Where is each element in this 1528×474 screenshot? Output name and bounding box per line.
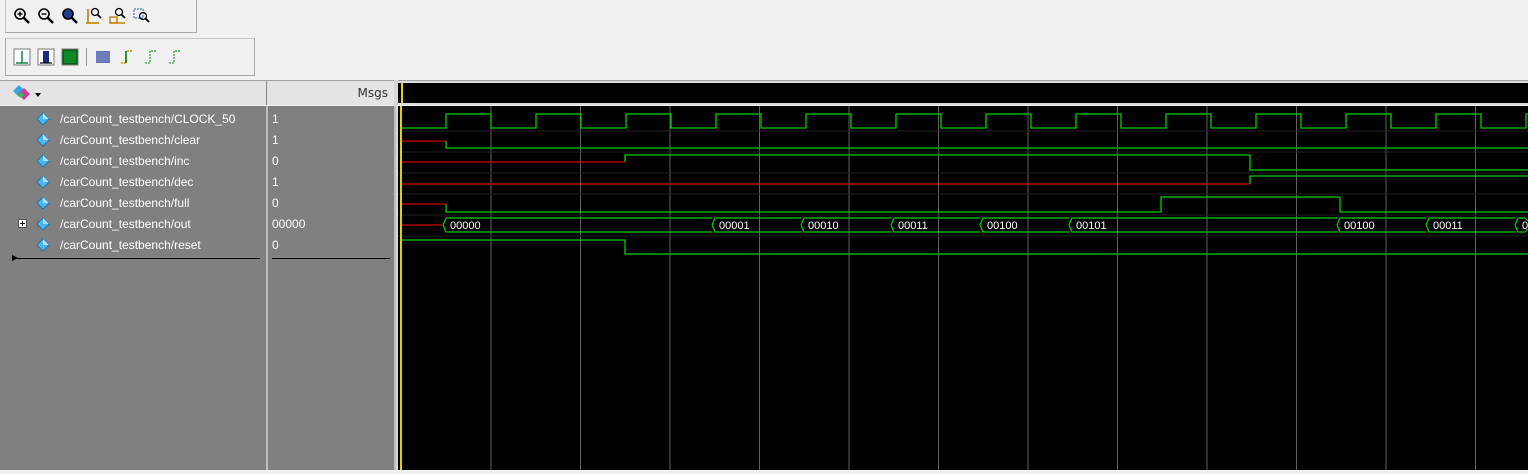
- signal-diamond-icon: [36, 238, 50, 252]
- wave-line-icon[interactable]: [12, 47, 32, 67]
- zoom-toolbar: [5, 0, 197, 33]
- wave-header: Msgs: [0, 80, 1528, 105]
- signal-diamond-icon: [36, 133, 50, 147]
- row-separator: [14, 258, 260, 259]
- bus-value-label: 00001: [719, 220, 750, 232]
- bus-value-label: 00101: [1076, 220, 1107, 232]
- zoom-full-icon[interactable]: [60, 6, 80, 26]
- waveform-canvas[interactable]: 00000 00001 00010 00011 00100 00101 00100 00011…: [398, 106, 1528, 470]
- signal-value: 0: [272, 154, 279, 168]
- zoom-range-icon[interactable]: [108, 6, 128, 26]
- dec-waveform: [1249, 175, 1528, 184]
- inc-waveform: [624, 154, 1528, 171]
- signal-name: /carCount_testbench/full: [60, 196, 190, 210]
- zoom-out-icon[interactable]: [36, 6, 56, 26]
- bus-segment: [800, 217, 891, 233]
- bus-value-label: 00100: [987, 220, 1018, 232]
- signal-row[interactable]: /carCount_testbench/out: [0, 214, 266, 235]
- bus-value-label: 00000: [450, 220, 481, 232]
- reset-waveform: [402, 239, 1528, 255]
- signal-row[interactable]: /carCount_testbench/clear: [0, 130, 266, 151]
- cursor-marker[interactable]: [401, 83, 403, 103]
- bus-segment: [1514, 217, 1525, 233]
- signal-name: /carCount_testbench/CLOCK_50: [60, 112, 236, 126]
- edge-rise-icon[interactable]: [117, 47, 137, 67]
- toolbar-area: [0, 0, 1528, 80]
- bus-segment: [1336, 217, 1426, 233]
- full-waveform: [445, 196, 1528, 213]
- signal-value: 1: [272, 175, 279, 189]
- signal-row[interactable]: /carCount_testbench/CLOCK_50: [0, 109, 266, 130]
- add-signal-icon[interactable]: [12, 84, 42, 102]
- signal-diamond-icon: [36, 154, 50, 168]
- clock-waveform: [402, 113, 1528, 129]
- signal-names-pane: /carCount_testbench/CLOCK_50/carCount_te…: [0, 106, 268, 470]
- signal-name: /carCount_testbench/reset: [60, 238, 201, 252]
- waveform-pane[interactable]: 00000 00001 00010 00011 00100 00101 00100 00011…: [398, 106, 1528, 470]
- clear-waveform: [445, 141, 1528, 149]
- signal-row[interactable]: /carCount_testbench/full: [0, 193, 266, 214]
- bus-segment: [1068, 217, 1337, 233]
- edge-both-icon[interactable]: [165, 47, 185, 67]
- signal-values-pane: 1 1 0 1 0 00000 0: [268, 106, 396, 470]
- wave-format-toolbar: [5, 38, 255, 76]
- bus-segment: [711, 217, 801, 233]
- wave-header-bar: [398, 83, 1528, 103]
- insert-marker-icon: [12, 255, 18, 261]
- signal-row[interactable]: /carCount_testbench/dec: [0, 172, 266, 193]
- signal-diamond-icon: [36, 112, 50, 126]
- bus-value-label: 0: [1522, 220, 1528, 232]
- signal-name: /carCount_testbench/inc: [60, 154, 190, 168]
- signal-value: 00000: [272, 217, 306, 231]
- wave-bar-icon[interactable]: [36, 47, 56, 67]
- signal-name: /carCount_testbench/clear: [60, 133, 201, 147]
- signal-diamond-icon: [36, 217, 50, 231]
- signal-value: 0: [272, 238, 279, 252]
- names-header[interactable]: [0, 81, 267, 105]
- signal-row[interactable]: /carCount_testbench/reset: [0, 235, 266, 256]
- signal-value: 1: [272, 133, 279, 147]
- toolbar-separator: [86, 48, 87, 66]
- pane-divider[interactable]: [394, 80, 398, 470]
- zoom-in-icon[interactable]: [12, 6, 32, 26]
- bus-segment: [1425, 217, 1515, 233]
- signal-name: /carCount_testbench/dec: [60, 175, 194, 189]
- expand-icon[interactable]: [18, 219, 27, 228]
- signal-name: /carCount_testbench/out: [60, 217, 191, 231]
- signal-row[interactable]: /carCount_testbench/inc: [0, 151, 266, 172]
- msgs-label: Msgs: [357, 86, 388, 100]
- bus-value-label: 00011: [898, 220, 928, 232]
- zoom-select-icon[interactable]: [132, 6, 152, 26]
- bus-value-label: 00100: [1344, 220, 1375, 232]
- bus-value-label: 00011: [1433, 220, 1463, 232]
- edge-fall-icon[interactable]: [141, 47, 161, 67]
- bus-value-label: 00010: [808, 220, 839, 232]
- signal-value: 0: [272, 196, 279, 210]
- signal-value: 1: [272, 112, 279, 126]
- signal-diamond-icon: [36, 196, 50, 210]
- zoom-cursor-icon[interactable]: [84, 6, 104, 26]
- bus-segment: [442, 217, 712, 233]
- signal-diamond-icon: [36, 175, 50, 189]
- row-separator: [272, 258, 390, 259]
- wave-fill-icon[interactable]: [60, 47, 80, 67]
- msgs-header: Msgs: [268, 81, 395, 105]
- wave-pattern-icon[interactable]: [93, 47, 113, 67]
- bus-segment: [890, 217, 980, 233]
- bus-segment: [979, 217, 1069, 233]
